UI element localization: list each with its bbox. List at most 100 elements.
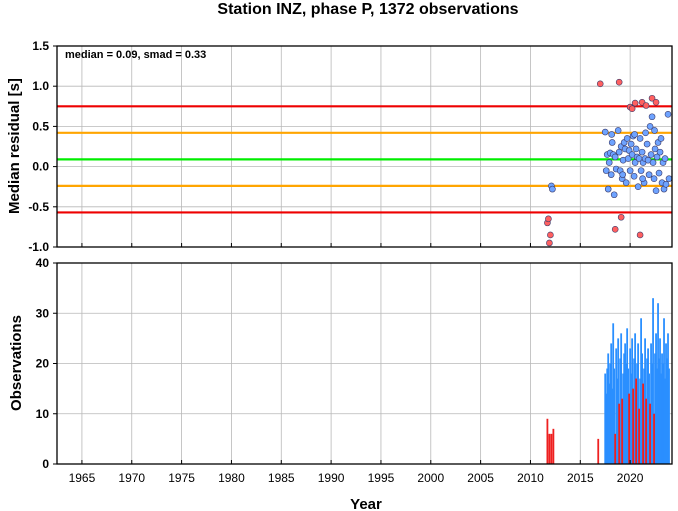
observation-bar	[620, 333, 623, 464]
x-axis-label: Year	[350, 496, 382, 511]
residual-point	[643, 140, 651, 148]
observation-bar	[610, 343, 613, 464]
observation-bar	[548, 433, 551, 464]
top-y-axis-label: Median residual [s]	[6, 78, 23, 214]
y-tick-label: 0.0	[32, 160, 49, 174]
residual-point	[631, 131, 638, 138]
observation-bar	[634, 333, 637, 464]
observation-bar	[650, 343, 652, 464]
residual-point	[547, 231, 554, 239]
observation-bar	[607, 353, 610, 464]
residual-point	[611, 226, 619, 233]
residual-point	[655, 169, 663, 177]
x-tick-label: 1965	[69, 471, 96, 485]
observation-bar	[640, 318, 643, 464]
observation-bar	[656, 368, 658, 464]
residual-point	[602, 167, 610, 174]
observation-bar	[652, 298, 654, 464]
observation-bar	[658, 358, 660, 464]
observation-bar	[611, 388, 614, 464]
residual-point	[632, 145, 640, 153]
x-tick-label: 2010	[517, 471, 544, 485]
x-tick-label: 1970	[118, 471, 145, 485]
observation-bar	[642, 383, 644, 464]
observation-bar	[626, 328, 629, 464]
residual-point	[634, 183, 642, 190]
residual-point	[636, 135, 644, 142]
stats-annotation: median = 0.09, smad = 0.33	[65, 49, 206, 61]
observation-bar	[668, 368, 670, 464]
y-tick-label: -0.5	[28, 200, 49, 214]
observation-bar	[661, 353, 663, 464]
residual-point	[604, 185, 612, 193]
observation-bar	[606, 368, 609, 464]
observation-bar	[618, 403, 621, 464]
residual-point	[651, 145, 659, 153]
residual-point	[608, 131, 615, 138]
residual-point	[546, 239, 553, 247]
observation-bar	[632, 388, 635, 464]
y-tick-label: 0.5	[32, 119, 49, 133]
observation-bar	[630, 373, 633, 464]
observation-bar	[604, 373, 607, 464]
residual-point	[615, 148, 623, 156]
observation-bar	[625, 363, 628, 464]
observation-bar	[665, 343, 667, 464]
observation-bar	[667, 333, 669, 464]
residual-point	[622, 179, 630, 186]
observation-bar	[659, 338, 661, 464]
points-layer	[544, 78, 673, 247]
residual-point	[637, 167, 645, 174]
observation-bar	[613, 368, 616, 464]
observation-bar	[605, 393, 608, 464]
y-tick-label: 40	[36, 256, 50, 270]
x-tick-label: 2005	[467, 471, 494, 485]
observation-bar	[628, 393, 631, 464]
residual-point	[610, 191, 618, 199]
observation-bar	[647, 348, 649, 464]
observation-bar	[637, 343, 640, 464]
x-tick-label: 1985	[268, 471, 295, 485]
residual-point	[657, 135, 665, 142]
observation-bar	[641, 353, 643, 464]
y-tick-label: 1.0	[32, 79, 49, 93]
observation-bar	[619, 358, 622, 464]
chart-title: Station INZ, phase P, 1372 observations	[217, 1, 518, 18]
observation-bar	[646, 358, 648, 464]
observation-bar	[627, 368, 630, 464]
residual-point	[549, 185, 556, 193]
observation-bar	[662, 363, 664, 464]
residual-point	[645, 171, 653, 178]
bottom-y-axis-label: Observations	[8, 315, 25, 411]
x-tick-label: 1975	[168, 471, 195, 485]
residual-point	[631, 99, 639, 107]
y-tick-label: 30	[36, 306, 50, 320]
residual-point	[630, 172, 638, 180]
residual-point	[639, 175, 646, 182]
residual-point	[545, 215, 552, 223]
residual-point	[601, 128, 609, 136]
residual-point	[628, 105, 636, 113]
observation-bar	[643, 368, 645, 464]
y-tick-label: 10	[36, 407, 50, 421]
x-tick-label: 1995	[368, 471, 395, 485]
residual-point	[648, 113, 656, 121]
observation-bar	[608, 383, 611, 464]
residual-point	[665, 175, 673, 182]
residual-point	[623, 135, 631, 142]
observation-bar	[648, 373, 650, 464]
grid-layer	[57, 45, 672, 465]
y-tick-label: 0	[42, 457, 49, 471]
observation-bar	[616, 378, 619, 464]
observation-bar	[654, 353, 656, 464]
observation-bar	[638, 408, 641, 464]
observation-bar	[622, 373, 625, 464]
residual-point	[648, 94, 656, 102]
bars-layer	[546, 298, 670, 464]
observation-bar	[663, 318, 665, 464]
observation-bar	[639, 378, 642, 464]
observation-bar	[664, 378, 666, 464]
y-tick-label: -1.0	[28, 240, 49, 254]
residual-point	[664, 111, 672, 118]
top-panel-frame	[56, 45, 673, 248]
